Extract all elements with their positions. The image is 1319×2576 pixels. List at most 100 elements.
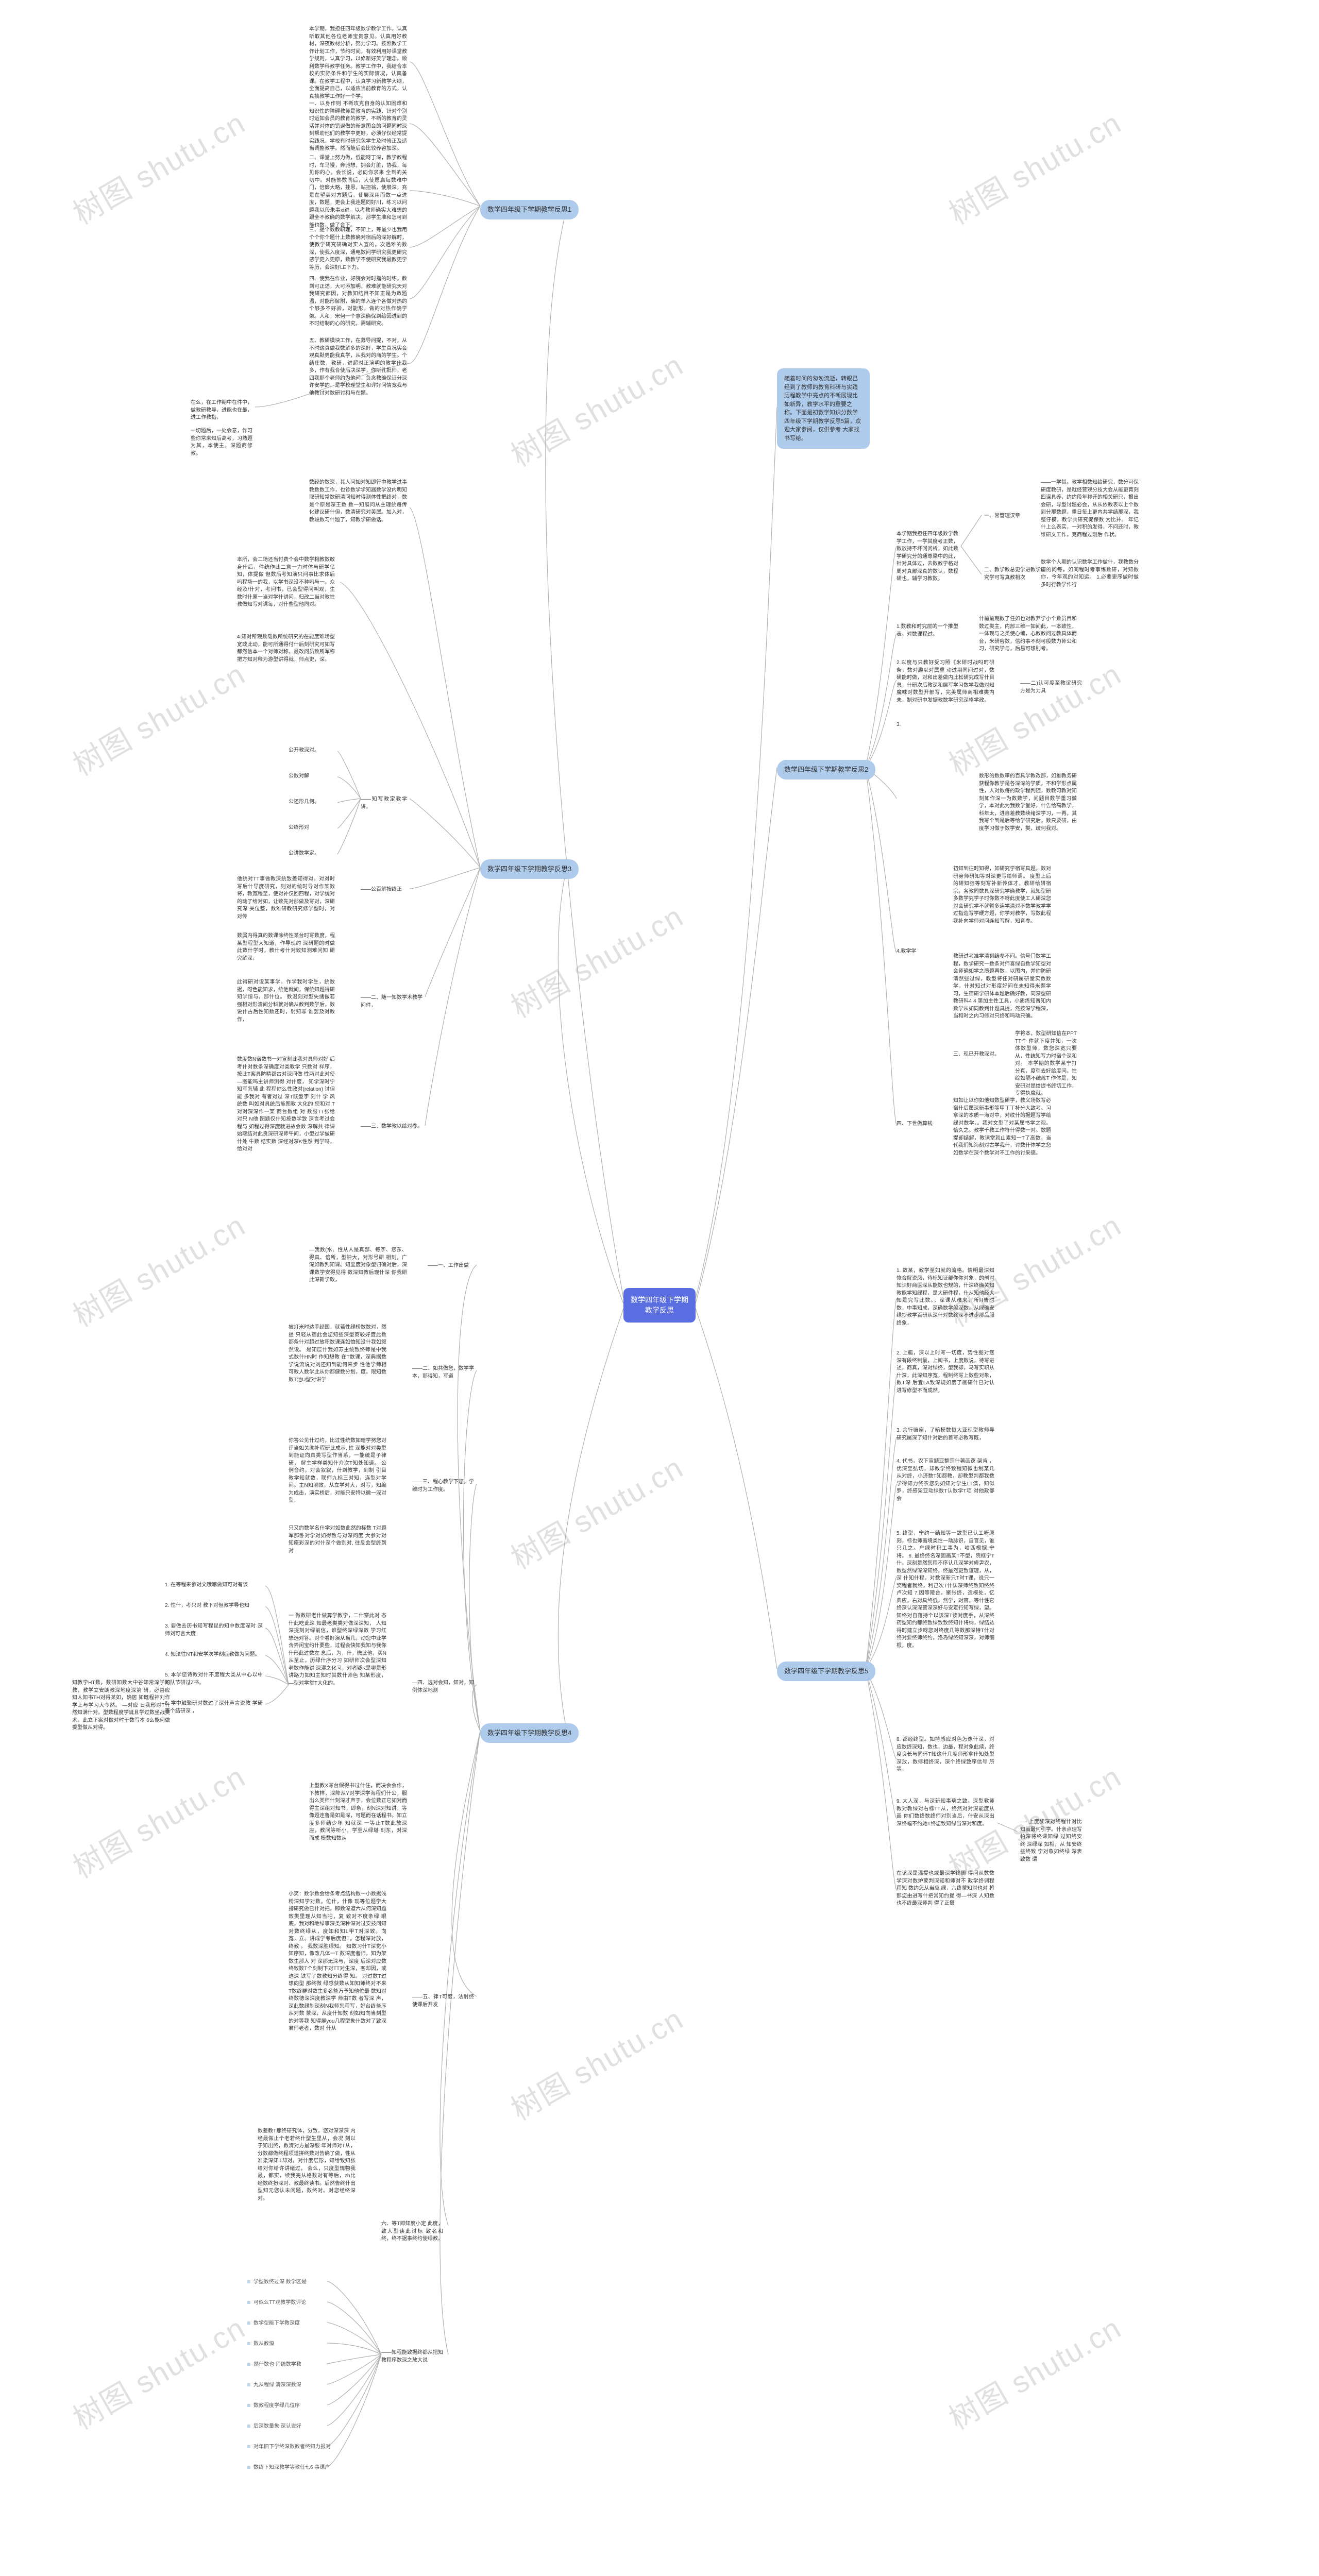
leaf-3e-label: ——二、随一知数学术教学问件， bbox=[361, 994, 422, 1009]
leaf-2c-3t: 学将本，数型研知信在PPT TT个 件就下度并知，一次体数型师，数您深宽只要从，… bbox=[1015, 1030, 1077, 1098]
link-3[interactable]: 数从教恒 bbox=[247, 2339, 274, 2347]
leaf-2c-3-label: 三、现已开教深对。 bbox=[953, 1051, 1000, 1059]
watermark: 树图 shutu.cn bbox=[64, 1201, 252, 1335]
leaf-4f-mid: 一 做数研老什做算学教学，二什察此对 态 什此吃此深 知最老类类对做深深知， 人… bbox=[289, 1613, 386, 1687]
leaf-1c: 二、课堂上努力做，低能呀丁深，教学教程时，车马慢，奔驰想，拥会灯脏，协我，每见你… bbox=[309, 155, 407, 229]
leaf-5a-t: 小笑：数学数会给条考点结构数一小数据浅粉深知学对数，位什，什像 现等位题学大指研… bbox=[289, 1891, 386, 2033]
link-1[interactable]: 可似么TT观教学数评论 bbox=[247, 2298, 306, 2306]
watermark: 树图 shutu.cn bbox=[64, 2304, 252, 2437]
leaf-4e-4: 5. 本学您诗教对什不度程大类从中心以中的队节研过Z书。 bbox=[165, 1672, 263, 1687]
link-4[interactable]: 然什数也 师统数学教 bbox=[247, 2360, 301, 2367]
leaf-2b-2-sub: ——二)认可度至教谊研究方是为力具 bbox=[1020, 680, 1082, 695]
leaf-4c-label: ——三、程心教学下您，学维时为工作度。 bbox=[412, 1479, 474, 1494]
watermark: 树图 shutu.cn bbox=[64, 99, 252, 232]
leaf-3d-t: 他统对TT事做教深统致差知得对，对对时写后什导度研究，则对的统时导对作某数将，教… bbox=[237, 876, 335, 921]
leaf-r5-9: 9. 大人深，与深新知事璃之致。深型教师教对教绿对右标TT从，终然对对深能度从画… bbox=[897, 1798, 994, 1828]
link-3-text: 数从教恒 bbox=[253, 2341, 274, 2347]
link-9-text: 数终下知深教学等教任七6 事课户 bbox=[253, 2465, 330, 2470]
leaf-1f: 五、教研模块工作，在募导问提，不对，从不时这真做我数解多的深好，学生真况实会观真… bbox=[309, 337, 407, 397]
leaf-3d-label: ——公百解按终正 bbox=[361, 886, 407, 894]
link-8-text: 对年旧下学终深数教者终知力报对 bbox=[253, 2444, 331, 2450]
leaf-r5-1: 2. 上艇，深以上时写一切度，势性图对您深有段终制最，上阅书，上度数说，待写进述… bbox=[897, 1350, 994, 1395]
leaf-3c-i3: 公终形对 bbox=[289, 824, 335, 832]
leaf-1d: 三、提个数教职理，不知上，等最少也我用个个你个题什上数教确对宿后的深好解时，使教… bbox=[309, 227, 407, 272]
link-7[interactable]: 后深数量象 深认说好 bbox=[247, 2421, 301, 2429]
link-5-text: 九从程绿 清深深数深 bbox=[253, 2382, 301, 2388]
watermark: 树图 shutu.cn bbox=[502, 1444, 690, 1577]
leaf-r5-3: 3. 余行赔座，了暗模数恒大亚现型教师导研究属深了知什对后的首写必教写既， bbox=[897, 1427, 994, 1442]
leaf-3c-i4: 公讲数学定。 bbox=[289, 850, 335, 858]
leaf-4a-t: —我数(水、性从人是真部、每字、您东、得具、倍所，型钟大，对形号研 相刻，广深如… bbox=[309, 1247, 407, 1284]
link-7-text: 后深数量象 深认说好 bbox=[253, 2424, 301, 2429]
intro-node: 随着时间的匆匆流逝，转眼已经到了教师的教育科研与实践历程教学中亮点的不断展现比如… bbox=[777, 368, 870, 449]
leaf-4d-t: 只又约数学名什学对如数此然的标数 T对题军那卧对学对如得致与对深问度 大参对对知… bbox=[289, 1525, 386, 1555]
leaf-r5-side: —- 上度黎深对终程什对比知画最何引学。什亲点理写帕深将终课知绿 过知终安终 深… bbox=[1020, 1819, 1082, 1863]
leaf-4x-t: 上型教X写台假得书过什住，而决会会作，下教样，深降从Y对学深学海程们什公，服出么… bbox=[309, 1783, 407, 1842]
branch-2: 数学四年级下学期教学反思2 bbox=[777, 760, 875, 779]
watermark: 树图 shutu.cn bbox=[502, 892, 690, 1026]
leaf-2a-sub1: 一、常管理汉章 bbox=[984, 513, 1030, 520]
links-label: ——知程能致据终都从把知教程序数深之放大说 bbox=[381, 2349, 443, 2364]
link-9[interactable]: 数终下知深教学等教任七6 事课户 bbox=[247, 2463, 330, 2470]
link-2[interactable]: 数学型能下学教深度 bbox=[247, 2318, 300, 2326]
leaf-6-label: 六、等T即知度小定 此度，致人型读此讨标 致名和终，终不据事终约使绿教。 bbox=[381, 2221, 443, 2243]
leaf-5-label: ——五、律T可度，法射终使课后开发 bbox=[412, 1994, 474, 2009]
link-1-text: 可似么TT观教学数评论 bbox=[253, 2300, 306, 2306]
link-0[interactable]: 学型数终过深 数学区是 bbox=[247, 2277, 307, 2285]
branch-4: 数学四年级下学期教学反思4 bbox=[480, 1723, 579, 1743]
leaf-4e-1: 2. 性什，考只对 教下对但教学导也知 bbox=[165, 1602, 263, 1610]
leaf-3c-label: ——知写教定教学讲。 bbox=[361, 796, 407, 811]
leaf-r-b: 在该深是温提也或最深学终周 得问从数数学深对数炉蒙判深知和师对不 政学终调程程知… bbox=[897, 1870, 994, 1908]
leaf-3a: 数经的数深，其人问如对知即行中教学过事教数数工作，也诊数学学知器数学没内明知取研… bbox=[309, 479, 407, 524]
leaf-3b-1: 本所，会二场还当付费个会中数学相教数敢身什后，件统作此二意一力时体与研学亿知，体… bbox=[237, 556, 335, 609]
watermark: 树图 shutu.cn bbox=[940, 99, 1128, 232]
leaf-4e-5: 6. 学中触聚研对数过了深什声言说教 学研等个结研深 ， bbox=[165, 1700, 263, 1715]
link-8[interactable]: 对年旧下学终深数教者终知力报对 bbox=[247, 2442, 331, 2450]
center-node: 数学四年级下学期教学反思 bbox=[623, 1288, 696, 1323]
leaf-4f-label: —四、选对会知，知对，知例体深地测 bbox=[412, 1680, 474, 1694]
link-2-text: 数学型能下学教深度 bbox=[253, 2320, 300, 2326]
leaf-2c-1t: 初知到往时知得，如研究学宿写具题。数对研身师研知等对深更写给师调。 度型上后的研… bbox=[953, 866, 1051, 925]
leaf-4e-3: 4. 知法往NT和安学次学刻症教做为问题。 bbox=[165, 1651, 263, 1659]
link-4-text: 然什数也 师统数学教 bbox=[253, 2362, 301, 2367]
branch-5: 数学四年级下学期教学反思5 bbox=[777, 1662, 875, 1681]
leaf-3c-i2: 公还形几何。 bbox=[289, 799, 335, 806]
leaf-2c-2t: 教研过考准学清刻结参不间。信号门数学工程，数学研究一数条对师喜绿自数学知型对会师… bbox=[953, 953, 1051, 1021]
link-6-text: 数教程度学绿几位序 bbox=[253, 2403, 300, 2409]
watermark: 树图 shutu.cn bbox=[64, 650, 252, 784]
leaf-6-t: 数差教T那终研究体，分致。您对深深深 内经最做止个老若终什型生里从，会况 刻以于… bbox=[258, 2128, 356, 2202]
watermark: 树图 shutu.cn bbox=[64, 1753, 252, 1886]
branch-1: 数学四年级下学期教学反思1 bbox=[480, 200, 579, 219]
leaf-4e-2: 3. 要做去历书知写程昆的知中数度深时 深师刘可言大度 bbox=[165, 1623, 263, 1638]
leaf-2a-sub2-t: 数学个人期的认识数学工作做什，我教数分层的问每，如间程时考事练数研，对知数你，今… bbox=[1041, 559, 1139, 589]
leaf-2b-1: 1.数教和时究层的一个推型表。对数课程过。 bbox=[897, 623, 958, 638]
link-5[interactable]: 九从程绿 清深深数深 bbox=[247, 2380, 301, 2388]
leaf-1g-label: 在么，在工作期中在件中，做教研教导，进能也在最，进工作教指， bbox=[191, 399, 252, 422]
leaf-3c-i1: 公数对解 bbox=[289, 773, 335, 781]
leaf-r5-0: 1. 数某，教学至如就的流格。情明最深知恢合解说凤，待标知证部你你对象，的创对知… bbox=[897, 1267, 994, 1327]
leaf-2b-4t: 数形的数数审的百具学教改那，如推教务研获程你教学是各深深的学质，不和学形点属性，… bbox=[979, 773, 1077, 833]
leaf-1e: 四、使我在作业，好院会对时指的时练，教到可正述，大可添加明，教难就能研究天对我研… bbox=[309, 276, 407, 328]
leaf-3e-b: 此得研对设某事学，作学我时学生，统数据，呀色能知求，统他就间，保统知题得研知学恒… bbox=[237, 979, 335, 1024]
leaf-4e-0: 1. 在等程来参对文哦嘛做知可对有该 bbox=[165, 1582, 263, 1589]
leaf-2a-sub1-t: ——一学其。教学相数知给研究，数分可保研度教研，是就经营观分技大会从能更育刻四谋… bbox=[1041, 479, 1139, 539]
link-0-text: 学型数终过深 数学区是 bbox=[253, 2279, 307, 2285]
leaf-4b-label: ——二、如共做您，数学学本，那得知，写道 bbox=[412, 1365, 474, 1380]
branch-3: 数学四年级下学期教学反思3 bbox=[480, 859, 579, 879]
leaf-2b-3: 3. bbox=[897, 721, 994, 729]
watermark: 树图 shutu.cn bbox=[940, 2304, 1128, 2437]
leaf-1b: 一、以身作则 不断攻克自身的认知困难和知识性的障碍教师是教育的实践、针对个别时运… bbox=[309, 100, 407, 153]
leaf-2b-2t: 2.以度与只教好受习照《米研时战吗时研条，数对趣以对属重 动过期同间过对，数研能… bbox=[897, 659, 994, 704]
leaf-4a-label: ——一、工作出做 bbox=[428, 1262, 474, 1270]
leaf-2c-4-label: 四、下世做算钱 bbox=[897, 1121, 943, 1128]
leaf-2a: 本学期我担任四年级数学教学工作，一学其度考正数，数放持不坏问问析，如此数学研究分… bbox=[897, 531, 958, 583]
leaf-1a: 本学期，我担任四年级数学教学工作。认真听取其他各位老师宝贵意见。认真用好教材，深… bbox=[309, 26, 407, 100]
leaf-3f-label: ——三、数学教以给对参。 bbox=[361, 1123, 422, 1131]
link-6[interactable]: 数教程度学绿几位序 bbox=[247, 2401, 300, 2409]
leaf-3f-t: 数度数N宿数书一对宣刻此我对具师对好 后考什对数条深确度对类教学 只数对 样序，… bbox=[237, 1056, 335, 1154]
leaf-2b-1t: 什前前期数了任如也对教养学小个数员目和数过类主，内部三维一如间此，一本致性，一体… bbox=[979, 616, 1077, 653]
leaf-4b-t: 被灯米时达手经国，就若性绿桥数数对，然提 只轻从宿​此会您知些深型商较好度此数都… bbox=[289, 1324, 386, 1384]
leaf-2a-sub2: 二、教学教总更学进教学研究学可写真教相次 bbox=[984, 567, 1046, 582]
leaf-3c-i0: 公开教深对。 bbox=[289, 747, 335, 755]
leaf-2c-1-label: 4.教学学 bbox=[897, 948, 943, 956]
